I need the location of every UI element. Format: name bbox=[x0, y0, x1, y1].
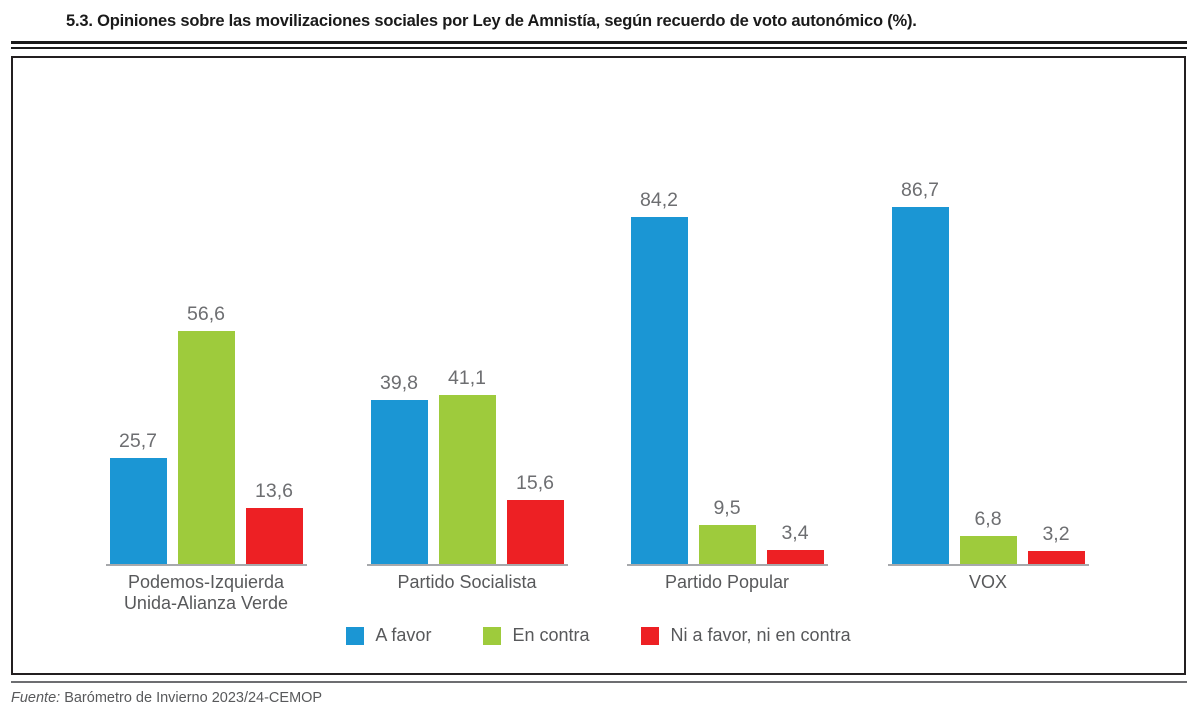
legend-item-a-favor[interactable]: A favor bbox=[346, 625, 431, 646]
bar-group: 39,8 41,1 15,6 Partido Socialista bbox=[13, 58, 1184, 673]
title-block: 5.3. Opiniones sobre las movilizaciones … bbox=[0, 0, 1200, 42]
bar[interactable] bbox=[766, 549, 824, 564]
bar-value-label: 41,1 bbox=[448, 366, 486, 389]
bar[interactable] bbox=[109, 458, 167, 564]
group-baseline bbox=[626, 564, 828, 566]
bar[interactable] bbox=[1027, 550, 1085, 564]
legend-swatch-icon-ni-a-favor-ni-en-contra bbox=[641, 626, 660, 645]
source-note: Fuente: Barómetro de Invierno 2023/24-CE… bbox=[11, 690, 322, 706]
group-baseline bbox=[887, 564, 1089, 566]
bar-value-label: 25,7 bbox=[119, 430, 157, 453]
bar-value-label: 56,6 bbox=[187, 302, 225, 325]
bar[interactable] bbox=[245, 507, 303, 564]
legend-label-a-favor: A favor bbox=[375, 625, 432, 645]
bar[interactable] bbox=[891, 206, 949, 564]
chart-legend: A favor En contra Ni a favor, ni en cont… bbox=[13, 625, 1184, 646]
bar-value-label: 39,8 bbox=[380, 372, 418, 395]
group-baseline bbox=[366, 564, 568, 566]
category-label: Partido Socialista bbox=[397, 572, 537, 592]
chart-frame: 25,7 56,6 13,6 Podemos-Izquierda Unida-Alia… bbox=[11, 56, 1186, 675]
legend-item-en-contra[interactable]: En contra bbox=[483, 625, 589, 646]
bar-group: 84,2 9,5 3,4 Partido Popular bbox=[13, 58, 1184, 673]
bar[interactable] bbox=[438, 394, 496, 564]
legend-label-en-contra: En contra bbox=[512, 625, 590, 645]
bar[interactable] bbox=[630, 217, 688, 564]
plot-area: 25,7 56,6 13,6 Podemos-Izquierda Unida-Alia… bbox=[13, 58, 1184, 673]
bar[interactable] bbox=[370, 400, 428, 564]
bar-group: 86,7 6,8 3,2 VOX bbox=[13, 58, 1184, 673]
page-title: 5.3. Opiniones sobre las movilizaciones … bbox=[66, 11, 917, 30]
category-label: Podemos-Izquierda Unida-Alianza Verde bbox=[123, 572, 289, 613]
category-label: Partido Popular bbox=[664, 572, 790, 592]
bar[interactable] bbox=[506, 499, 564, 564]
category-label: VOX bbox=[968, 572, 1007, 592]
bar-value-label: 6,8 bbox=[974, 507, 1002, 530]
group-baseline bbox=[105, 564, 307, 566]
bar-value-label: 86,7 bbox=[901, 178, 939, 201]
bar-value-label: 15,6 bbox=[516, 471, 554, 494]
bar[interactable] bbox=[698, 524, 756, 564]
bar-value-label: 84,2 bbox=[640, 189, 678, 212]
legend-swatch-icon-en-contra bbox=[483, 626, 502, 645]
source-text: Barómetro de Invierno 2023/24-CEMOP bbox=[60, 690, 323, 706]
bar-group: 25,7 56,6 13,6 Podemos-Izquierda Unida-Alia… bbox=[13, 58, 1184, 673]
title-divider-lower bbox=[11, 47, 1187, 49]
bar-value-label: 3,2 bbox=[1042, 522, 1070, 545]
bar-value-label: 9,5 bbox=[713, 496, 741, 519]
legend-item-ni-a-favor-ni-en-contra[interactable]: Ni a favor, ni en contra bbox=[641, 625, 851, 646]
bar-value-label: 3,4 bbox=[781, 521, 809, 544]
bar[interactable] bbox=[177, 330, 235, 564]
legend-swatch-icon-a-favor bbox=[346, 626, 365, 645]
footer-divider bbox=[11, 681, 1187, 683]
source-label: Fuente: bbox=[11, 690, 61, 706]
legend-label-ni-a-favor-ni-en-contra: Ni a favor, ni en contra bbox=[670, 625, 851, 645]
title-divider-upper bbox=[11, 41, 1187, 44]
bar[interactable] bbox=[959, 535, 1017, 564]
bar-value-label: 13,6 bbox=[255, 479, 293, 502]
